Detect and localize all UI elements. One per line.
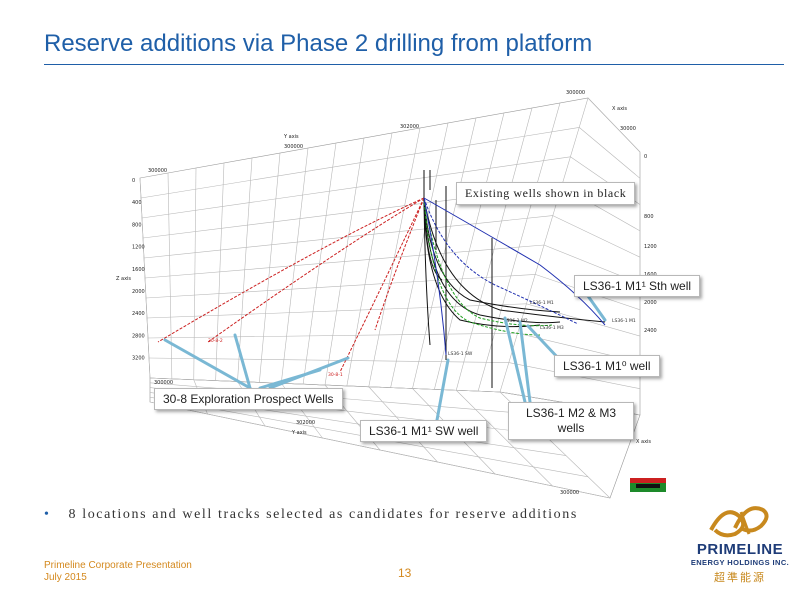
tick-left-6: 2400 — [132, 311, 145, 317]
bullet-point: • 8 locations and well tracks selected as… — [44, 507, 578, 523]
callout-existing-wells: Existing wells shown in black — [456, 182, 636, 205]
leader-m1-sth — [586, 294, 607, 322]
grid-horizontal-5 — [144, 244, 545, 279]
bullet-dot: • — [44, 507, 51, 522]
tick-left-3: 1200 — [132, 245, 145, 251]
logo-subtitle: ENERGY HOLDINGS INC. — [690, 558, 790, 567]
well-label-3: LS36-1 M2 — [504, 318, 528, 324]
slide-title: Reserve additions via Phase 2 drilling f… — [44, 30, 593, 57]
grid-right-4 — [552, 215, 641, 258]
callout-leaders — [163, 294, 607, 422]
well-label-5: LS36-1 SW — [448, 351, 473, 357]
tick-top-2: 300000 — [284, 144, 303, 150]
tick-bottom-0: 300000 — [154, 380, 173, 386]
tick-left-5: 2000 — [132, 289, 145, 295]
axis-labels: X axis Y axis Z axis Y axis X axis — [116, 106, 651, 445]
tick-left-7: 2800 — [132, 333, 145, 339]
tick-right-3: 1200 — [644, 244, 657, 250]
existing-well-track-3 — [423, 197, 606, 323]
callout-m1-0-well: LS36-1 M1⁰ well — [554, 355, 660, 377]
tick-bottom-1: 302000 — [296, 420, 315, 426]
m1-blue-well-track — [423, 197, 579, 325]
tick-top-0: 300000 — [566, 90, 585, 96]
well-label-1: LS36-1 M1 — [530, 300, 554, 306]
y-axis-label-bottom: Y axis — [291, 430, 307, 436]
tick-top-1: 302000 — [400, 124, 419, 130]
grid-horizontal-8 — [147, 332, 518, 339]
leader-m1-0 — [526, 324, 562, 362]
leader-m2m3-2 — [518, 320, 532, 404]
tick-right-2: 800 — [644, 214, 654, 220]
grid-floor-a-7 — [456, 390, 553, 487]
x-axis-label-right: X axis — [636, 439, 651, 445]
m1-0-well-track-2 — [423, 197, 541, 336]
company-logo: PRIMELINE ENERGY HOLDINGS INC. 超準能源 — [690, 500, 790, 584]
existing-well-track-7 — [423, 197, 443, 281]
tick-left-0: 0 — [132, 178, 135, 184]
exploration-well-track-4 — [374, 197, 425, 331]
legend-swatch — [630, 478, 666, 492]
callout-exploration-wells: 30-8 Exploration Prospect Wells — [154, 388, 343, 410]
page-number: 13 — [398, 566, 412, 580]
well-label-4: LS36-1 M3 — [540, 325, 564, 331]
leader-m2m3-1 — [503, 316, 527, 404]
m1-0-well-track-1 — [423, 197, 553, 327]
grid-horizontal-4 — [143, 215, 553, 259]
exploration-well-track-1 — [157, 197, 425, 343]
tick-right-5: 2000 — [644, 300, 657, 306]
footer-line-2: July 2015 — [44, 572, 87, 583]
tick-bottom-2: 300000 — [560, 490, 579, 496]
leader-exploration-4 — [268, 356, 350, 390]
z-axis-label: Z axis — [116, 276, 131, 282]
leader-m1-sw — [435, 358, 450, 422]
grid-floor-b-5 — [149, 401, 611, 499]
title-divider — [44, 64, 784, 65]
callout-m1-sth-well: LS36-1 M1¹ Sth well — [574, 275, 701, 297]
tick-right-1: 0 — [644, 154, 647, 160]
grid-horizontal-7 — [146, 303, 527, 319]
x-axis-label: X axis — [612, 106, 627, 112]
existing-well-track-4 — [423, 197, 561, 313]
m1-sw-well-track — [423, 197, 447, 356]
well-label-6: 30-8-1 — [328, 372, 343, 378]
exploration-well-track-3 — [339, 197, 425, 373]
footer: Primeline Corporate Presentation July 20… — [44, 560, 192, 584]
logo-chinese-name: 超準能源 — [714, 571, 766, 584]
grid-horizontal-6 — [145, 274, 536, 299]
well-label-2: LS36-1 M1 — [612, 318, 636, 324]
logo-name: PRIMELINE — [696, 541, 784, 558]
tick-right-0: 30000 — [620, 126, 636, 132]
callout-m2-m3-wells: LS36-1 M2 & M3 wells — [508, 402, 634, 440]
bullet-text: 8 locations and well tracks selected as … — [68, 507, 578, 522]
tick-left-1: 400 — [132, 200, 142, 206]
tick-left-8: 3200 — [132, 356, 145, 362]
tick-left-4: 1600 — [132, 267, 145, 273]
well-name-labels: LS36-1 M1 LS36-1 M1 LS36-1 M2 LS36-1 M3 … — [208, 300, 636, 378]
tick-right-6: 2400 — [644, 328, 657, 334]
leader-exploration-2 — [233, 333, 252, 390]
exploration-well-track-2 — [207, 197, 425, 343]
grid-right-0 — [587, 97, 641, 153]
grid-horizontal-1 — [140, 127, 580, 199]
y-axis-label-top: Y axis — [283, 134, 299, 140]
well-label-7: 30-8-2 — [208, 338, 223, 344]
grid-horizontal-2 — [141, 156, 571, 219]
tick-left-2: 800 — [132, 222, 142, 228]
footer-line-1: Primeline Corporate Presentation — [44, 560, 192, 571]
m1-sth-well-track — [423, 197, 606, 326]
callout-m1-sw-well: LS36-1 M1¹ SW well — [360, 420, 488, 442]
logo-mark-icon — [709, 506, 769, 538]
tick-top-3: 300000 — [148, 168, 167, 174]
grid-right-1 — [579, 127, 641, 179]
leader-exploration-1 — [163, 338, 252, 390]
